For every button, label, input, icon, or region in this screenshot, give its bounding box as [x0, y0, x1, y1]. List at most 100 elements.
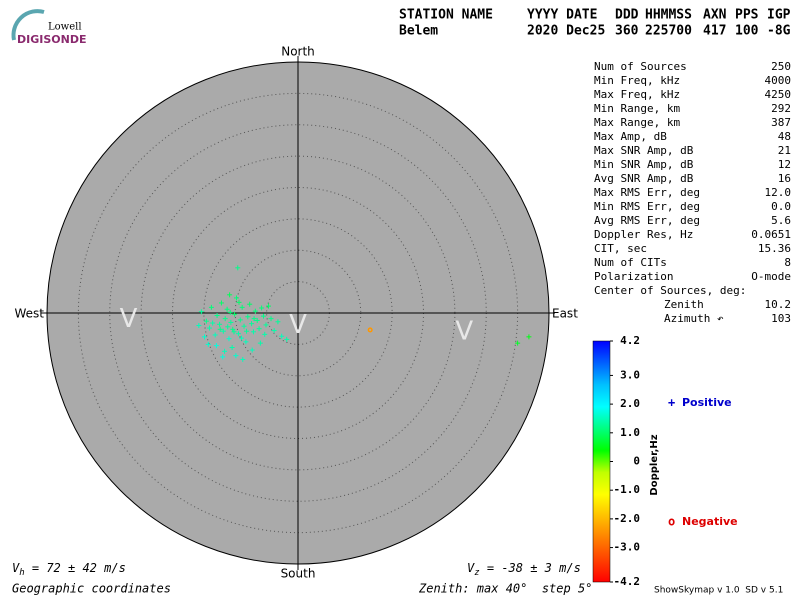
stat-value: 48 — [778, 130, 791, 143]
source-point — [249, 321, 255, 327]
stat-value: 292 — [771, 102, 791, 115]
antenna-marker: V — [120, 304, 138, 334]
source-point — [240, 356, 246, 362]
velocity-text: = 72 ± 42 m/s — [25, 561, 126, 575]
source-point — [268, 316, 274, 322]
header-label: YYYY DATE — [527, 8, 597, 23]
footer-middle: Zenith: max 40° step 5° — [418, 582, 592, 596]
stat-label: Num of Sources — [594, 60, 687, 73]
source-point — [515, 340, 521, 346]
stat-label: Avg RMS Err, deg — [594, 214, 700, 227]
source-point — [239, 304, 245, 310]
colorbar-label: Doppler,Hz — [649, 434, 660, 495]
source-point — [271, 328, 277, 334]
center-title: Center of Sources, deg: — [594, 284, 746, 297]
header-label: IGP — [767, 8, 791, 23]
antenna-marker: V — [289, 310, 307, 340]
source-point — [231, 329, 237, 335]
source-point — [244, 328, 250, 334]
header-value: Belem — [399, 24, 438, 39]
source-point — [247, 301, 253, 307]
stat-value: 387 — [771, 116, 791, 129]
center-value: 103 — [771, 312, 791, 325]
footer-right: ShowSkymap v 1.0 SD v 5.1 — [654, 586, 783, 596]
stat-value: 12 — [778, 158, 791, 171]
header-label: DDD — [615, 8, 639, 23]
logo-top: Lowell — [48, 22, 82, 33]
source-point — [235, 331, 241, 337]
legend-name: Negative — [682, 515, 738, 528]
source-point — [213, 343, 219, 349]
header-value: 2020 Dec25 — [527, 24, 605, 39]
source-point — [254, 318, 260, 324]
header-label: AXN — [703, 8, 727, 23]
source-point — [232, 311, 238, 317]
colorbar-tick-label: -3.0 — [614, 541, 641, 554]
stat-label: Polarization — [594, 270, 673, 283]
source-point — [227, 292, 233, 298]
stat-label: Doppler Res, Hz — [594, 228, 693, 241]
east-label: East — [552, 307, 578, 321]
stat-label: Num of CITs — [594, 256, 667, 269]
source-point — [222, 348, 228, 354]
velocity-sub: h — [19, 568, 24, 578]
source-point — [229, 345, 235, 351]
source-point — [210, 320, 216, 326]
stat-label: Max Amp, dB — [594, 130, 667, 143]
source-point — [237, 317, 243, 323]
source-point — [212, 332, 218, 338]
stat-value: 4250 — [765, 88, 792, 101]
source-point — [263, 322, 269, 328]
header-value: -8G — [767, 24, 791, 39]
header-label: PPS — [735, 8, 759, 23]
source-point — [236, 299, 242, 305]
source-point — [228, 319, 234, 325]
center-label: Azimuth ↶ — [664, 312, 724, 325]
source-point — [220, 328, 226, 334]
source-point — [222, 316, 228, 322]
source-point — [234, 295, 240, 301]
stat-value: 0.0651 — [751, 228, 791, 241]
source-point — [367, 327, 373, 333]
source-point — [225, 324, 231, 330]
stat-label: Min SNR Amp, dB — [594, 158, 694, 171]
legend-name: Positive — [682, 396, 732, 409]
colorbar-tick-label: 3.0 — [620, 368, 640, 381]
source-point — [260, 313, 266, 319]
velocity-symbol: V — [467, 561, 475, 575]
stat-label: Max Freq, kHz — [594, 88, 680, 101]
stat-label: Min RMS Err, deg — [594, 200, 700, 213]
stat-value: 250 — [771, 60, 791, 73]
stat-value: 12.0 — [765, 186, 792, 199]
colorbar-tick-label: 1.0 — [620, 426, 640, 439]
antenna-marker: V — [455, 316, 473, 346]
source-point — [208, 304, 214, 310]
stat-label: CIT, sec — [594, 242, 647, 255]
source-point — [217, 326, 223, 332]
header-value: 417 — [703, 24, 726, 39]
colorbar — [592, 340, 611, 583]
stat-value: 15.36 — [758, 242, 791, 255]
header-value: 360 — [615, 24, 639, 39]
logo-bottom: DIGISONDE — [17, 33, 86, 46]
source-point — [256, 326, 262, 332]
stat-value: O-mode — [751, 270, 791, 283]
source-point — [198, 309, 204, 315]
velocity-symbol: V — [12, 561, 20, 575]
colorbar-tick-label: 4.2 — [620, 334, 640, 347]
source-point — [235, 265, 241, 271]
source-point — [275, 319, 281, 325]
velocity-text: = -38 ± 3 m/s — [480, 561, 581, 575]
source-point — [227, 309, 233, 315]
source-point — [214, 313, 220, 319]
source-point — [218, 300, 224, 306]
stat-label: Avg SNR Amp, dB — [594, 172, 694, 185]
source-point — [279, 333, 285, 339]
stat-value: 16 — [778, 172, 791, 185]
header-label: STATION NAME — [399, 8, 493, 23]
stat-label: Min Range, km — [594, 102, 680, 115]
source-point — [205, 341, 211, 347]
header-label: HHMMSS — [645, 8, 692, 23]
source-point — [257, 340, 263, 346]
velocity-sub: z — [474, 568, 479, 578]
